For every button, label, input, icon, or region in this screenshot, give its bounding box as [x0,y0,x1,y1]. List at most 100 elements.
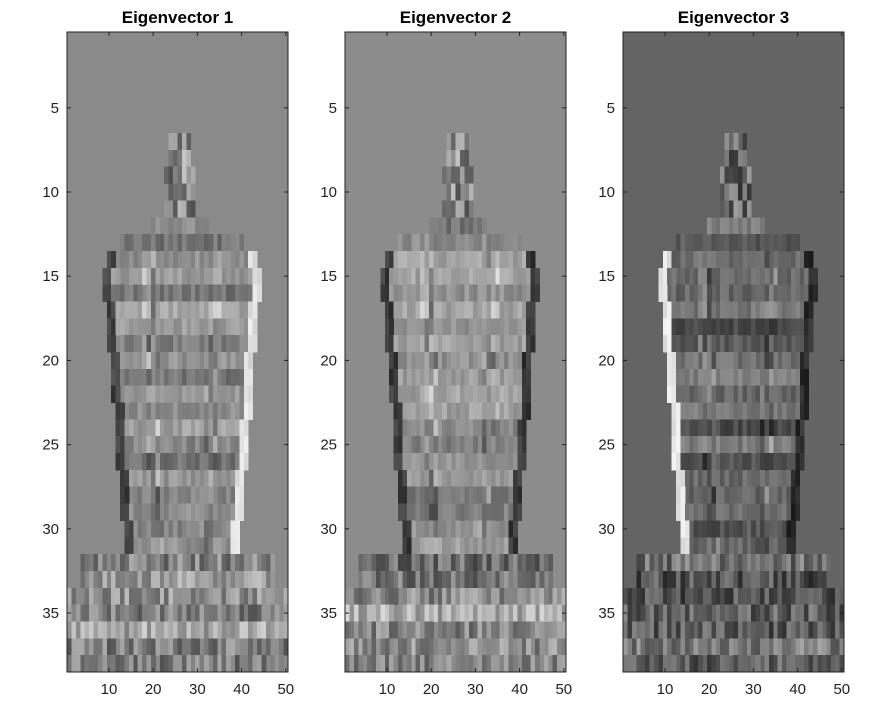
image-cell [684,318,690,336]
image-cell [490,402,496,420]
image-cell [120,604,125,622]
image-cell [181,520,187,538]
image-cell [799,267,805,286]
image-cell [124,284,130,302]
image-cell [508,301,514,319]
image-cell [137,385,143,403]
image-cell [451,183,456,201]
image-cell [221,537,227,555]
image-cell [742,335,748,353]
image-cell [433,217,439,235]
image-cell [142,503,147,521]
image-cell [177,352,183,370]
image-cell [795,604,801,622]
image-cell [464,318,470,336]
image-cell [398,570,403,589]
image-cell [671,621,677,639]
image-cell [676,352,681,370]
image-cell [733,301,739,319]
image-cell [173,604,178,622]
image-cell [473,234,478,252]
image-cell [521,604,527,622]
image-cell [442,436,448,454]
image-cell [398,335,403,353]
image-cell [164,368,170,387]
image-cell [415,436,421,454]
image-cell [442,402,448,420]
image-cell [777,638,783,656]
image-cell [195,250,200,269]
image-cell [676,638,681,656]
image-cell [737,200,743,218]
image-cell [777,537,783,555]
image-cell [424,621,430,639]
image-cell [693,234,699,252]
image-cell [437,570,443,589]
image-cell [239,385,245,403]
image-cell [737,166,743,184]
image-cell [124,436,130,454]
image-cell [495,621,501,639]
image-cell [693,318,699,336]
image-cell [146,520,152,538]
image-cell [804,284,810,302]
image-cell [239,267,245,286]
image-cell [204,520,209,538]
image-cell [773,352,779,370]
image-cell [428,520,434,538]
image-cell [746,250,752,269]
image-cell [137,520,143,538]
image-cell [517,469,523,488]
image-cell [398,250,403,269]
image-cell [195,453,200,471]
image-cell [406,284,412,302]
image-cell [433,453,439,471]
image-cell [715,318,721,336]
image-cell [221,318,227,336]
image-cell [204,621,209,639]
image-cell [270,587,276,606]
image-cell [464,453,470,471]
image-cell [742,200,748,218]
image-cell [689,587,695,606]
image-cell [760,385,765,403]
image-cell [208,503,214,521]
image-cell [212,419,218,437]
image-cell [164,486,170,504]
image-cell [706,301,712,319]
image-cell [181,234,187,252]
image-cell [243,453,249,471]
image-cell [120,234,125,252]
image-cell [384,621,390,639]
image-cell [124,638,130,656]
image-cell [428,234,434,252]
image-cell [715,520,721,538]
image-cell [495,250,501,269]
image-cell [120,284,125,302]
image-cell [274,655,280,673]
image-cell [649,621,655,639]
image-cell [808,267,814,286]
image-cell [142,486,147,504]
image-cell [557,655,562,673]
image-cell [795,453,801,471]
image-cell [517,318,523,336]
image-cell [667,385,673,403]
image-cell [204,318,209,336]
image-cell [795,284,801,302]
image-cell [424,267,430,286]
image-cell [199,570,205,589]
image-cell [539,554,545,572]
image-cell [446,587,452,606]
image-cell [468,621,474,639]
axes-frame [344,31,567,673]
image-cell [455,385,461,403]
image-cell [729,200,734,218]
image-cell [212,368,218,387]
image-cell [455,217,461,235]
image-cell [706,402,712,420]
y-tick-label: 15 [598,268,615,285]
image-cell [411,402,417,420]
image-cell [204,453,209,471]
